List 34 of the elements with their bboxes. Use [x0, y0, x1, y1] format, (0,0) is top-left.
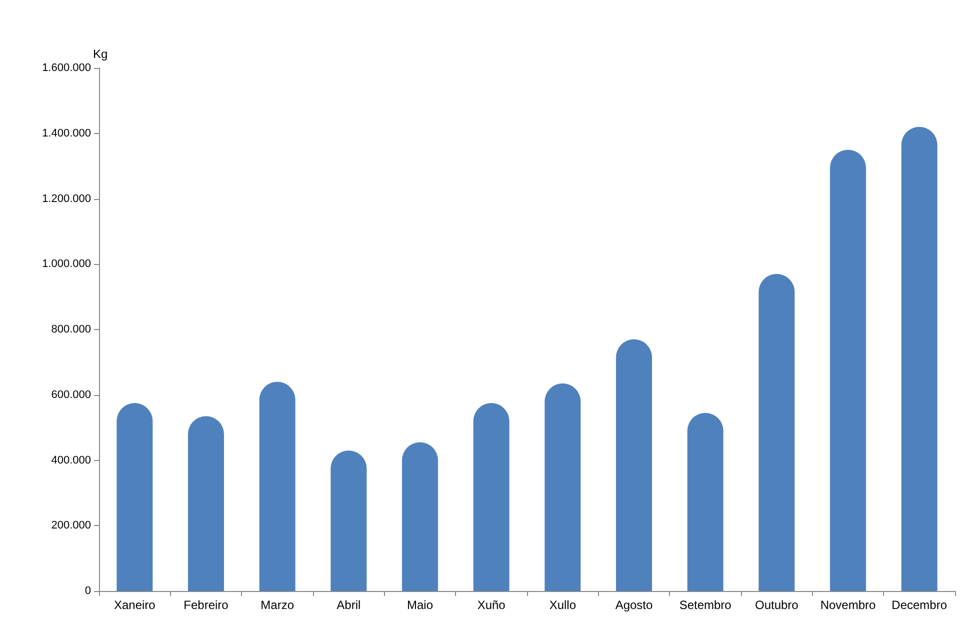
bar — [402, 442, 438, 591]
y-tick-label: 1.200.000 — [42, 192, 91, 205]
y-tick-label: 1.400.000 — [42, 127, 91, 140]
bar — [259, 382, 296, 591]
x-tick-label: Outubro — [754, 598, 799, 612]
bar — [188, 416, 224, 591]
y-tick-label: 800.000 — [51, 324, 91, 336]
y-tick-label: 200.000 — [51, 520, 91, 532]
bar — [687, 412, 724, 591]
y-tick-label: 0 — [84, 585, 91, 597]
x-tick-label: Decembro — [892, 598, 948, 612]
x-tick-label: Febreiro — [184, 598, 229, 612]
x-tick-label: Xullo — [549, 598, 576, 612]
y-tick-label: 1.000.000 — [42, 258, 91, 270]
bar — [901, 126, 938, 591]
bar — [544, 383, 581, 591]
bar — [330, 450, 367, 591]
y-tick-label: 400.000 — [51, 454, 91, 466]
x-tick-label: Xaneiro — [114, 598, 156, 612]
bar — [116, 403, 153, 591]
x-tick-label: Novembro — [820, 598, 876, 612]
bar — [758, 274, 795, 591]
y-tick-label: 600.000 — [51, 388, 91, 401]
x-tick-label: Agosto — [615, 598, 654, 612]
bar — [616, 339, 652, 591]
bar — [830, 150, 866, 591]
x-tick-label: Setembro — [679, 598, 732, 612]
bar — [473, 403, 510, 591]
y-tick-label: 1.600.000 — [42, 62, 91, 74]
x-tick-label: Marzo — [260, 598, 294, 612]
y-axis-title: Kg — [93, 47, 108, 61]
x-tick-label: Xuño — [477, 598, 506, 612]
x-tick-label: Maio — [406, 598, 434, 612]
x-tick-label: Abril — [336, 598, 361, 612]
